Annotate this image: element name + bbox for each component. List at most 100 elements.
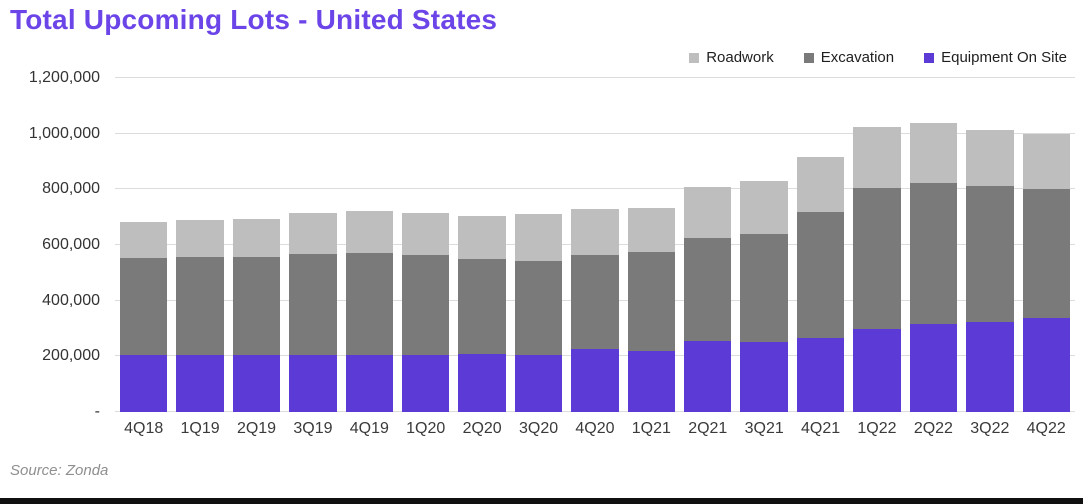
y-axis-label: 600,000 [42,236,100,253]
x-axis-label: 4Q21 [801,420,841,437]
segment-equipment-on-site[interactable] [796,337,845,412]
segment-roadwork[interactable] [853,127,901,188]
segment-equipment-on-site[interactable] [458,353,506,412]
x-axis: 4Q18 1Q19 2Q19 3Q19 4Q19 1Q20 2Q20 3Q20 4Q20 1Q21… [115,420,1075,438]
bar-1Q19[interactable] [176,219,224,412]
segment-excavation[interactable] [402,254,450,355]
segment-equipment-on-site[interactable] [402,354,450,412]
legend-swatch-icon [803,52,814,63]
bar-1Q20[interactable] [402,213,450,412]
x-axis-label: 2Q22 [913,420,953,437]
segment-roadwork[interactable] [458,215,506,259]
bar-3Q21[interactable] [740,180,788,412]
y-axis-label: - [94,403,100,420]
legend-swatch-icon [924,52,935,63]
segment-excavation[interactable] [966,186,1014,323]
segment-excavation[interactable] [627,251,676,351]
legend-swatch-icon [689,52,700,63]
segment-equipment-on-site[interactable] [571,348,619,412]
y-axis: - 200,000 400,000 600,000 800,000 1,000,000 1,… [0,69,100,420]
segment-equipment-on-site[interactable] [120,354,168,412]
gridline [115,77,1075,78]
segment-equipment-on-site[interactable] [627,350,676,412]
y-axis-label: 1,000,000 [28,124,100,142]
segment-excavation[interactable] [796,212,845,338]
x-axis-label: 4Q19 [349,420,389,437]
segment-roadwork[interactable] [345,210,394,253]
segment-excavation[interactable] [571,255,619,349]
segment-excavation[interactable] [232,257,281,355]
segment-roadwork[interactable] [796,156,845,213]
bar-4Q20[interactable] [571,209,619,412]
x-axis-label: 1Q21 [631,420,671,437]
legend: Roadwork Excavation Equipment On Site [689,49,1067,66]
segment-excavation[interactable] [458,258,506,354]
bar-4Q21[interactable] [796,156,845,412]
segment-roadwork[interactable] [740,180,788,234]
segment-roadwork[interactable] [966,130,1014,187]
segment-equipment-on-site[interactable] [853,328,901,412]
bar-1Q22[interactable] [853,127,901,412]
segment-excavation[interactable] [289,254,337,356]
segment-roadwork[interactable] [232,219,281,258]
bar-4Q19[interactable] [345,210,394,412]
segment-excavation[interactable] [909,183,958,325]
bar-2Q22[interactable] [909,123,958,412]
y-axis-label: 1,200,000 [28,69,100,86]
segment-equipment-on-site[interactable] [289,355,337,412]
x-axis-label: 3Q22 [970,420,1010,437]
x-axis-label: 2Q19 [236,420,277,437]
segment-equipment-on-site[interactable] [909,324,958,412]
x-axis-label: 4Q22 [1026,420,1066,437]
legend-item-roadwork[interactable]: Roadwork [689,49,774,66]
segment-excavation[interactable] [1022,189,1070,318]
segment-equipment-on-site[interactable] [740,342,788,412]
segment-roadwork[interactable] [684,187,732,238]
segment-roadwork[interactable] [514,214,563,262]
bar-1Q21[interactable] [627,207,676,412]
bar-2Q20[interactable] [458,215,506,412]
bar-3Q22[interactable] [966,130,1014,412]
bar-3Q20[interactable] [514,214,563,412]
segment-equipment-on-site[interactable] [514,354,563,412]
segment-excavation[interactable] [176,257,224,355]
segment-roadwork[interactable] [120,222,168,258]
bar-3Q19[interactable] [289,213,337,412]
segment-roadwork[interactable] [627,207,676,252]
segment-equipment-on-site[interactable] [232,354,281,412]
x-axis-label: 1Q19 [180,420,220,437]
bar-2Q19[interactable] [232,219,281,412]
bar-2Q21[interactable] [684,187,732,412]
legend-item-equipment-on-site[interactable]: Equipment On Site [924,49,1067,66]
segment-roadwork[interactable] [176,219,224,258]
segment-equipment-on-site[interactable] [684,341,732,412]
segment-equipment-on-site[interactable] [1022,317,1070,412]
segment-excavation[interactable] [120,257,168,355]
x-axis-label: 3Q21 [744,420,784,437]
legend-item-label: Excavation [820,49,895,66]
segment-roadwork[interactable] [909,123,958,184]
segment-roadwork[interactable] [571,209,619,256]
segment-excavation[interactable] [514,261,563,355]
segment-equipment-on-site[interactable] [345,354,394,412]
segment-excavation[interactable] [684,237,732,342]
segment-excavation[interactable] [345,252,394,355]
segment-equipment-on-site[interactable] [966,322,1014,412]
segment-roadwork[interactable] [289,213,337,255]
legend-item-excavation[interactable]: Excavation [803,49,895,66]
bar-4Q22[interactable] [1022,133,1070,412]
segment-roadwork[interactable] [402,213,450,255]
x-axis-label: 1Q20 [406,420,446,437]
segment-roadwork[interactable] [1022,133,1070,190]
source-note: Source: Zonda [10,462,109,479]
y-axis-label: 200,000 [42,347,100,365]
segment-excavation[interactable] [740,233,788,343]
legend-item-label: Equipment On Site [941,49,1067,66]
segment-equipment-on-site[interactable] [176,354,224,412]
segment-excavation[interactable] [853,187,901,329]
plot-area [115,77,1075,412]
gridline [115,188,1075,190]
bar-4Q18[interactable] [120,222,168,412]
x-axis-label: 4Q20 [575,420,615,437]
